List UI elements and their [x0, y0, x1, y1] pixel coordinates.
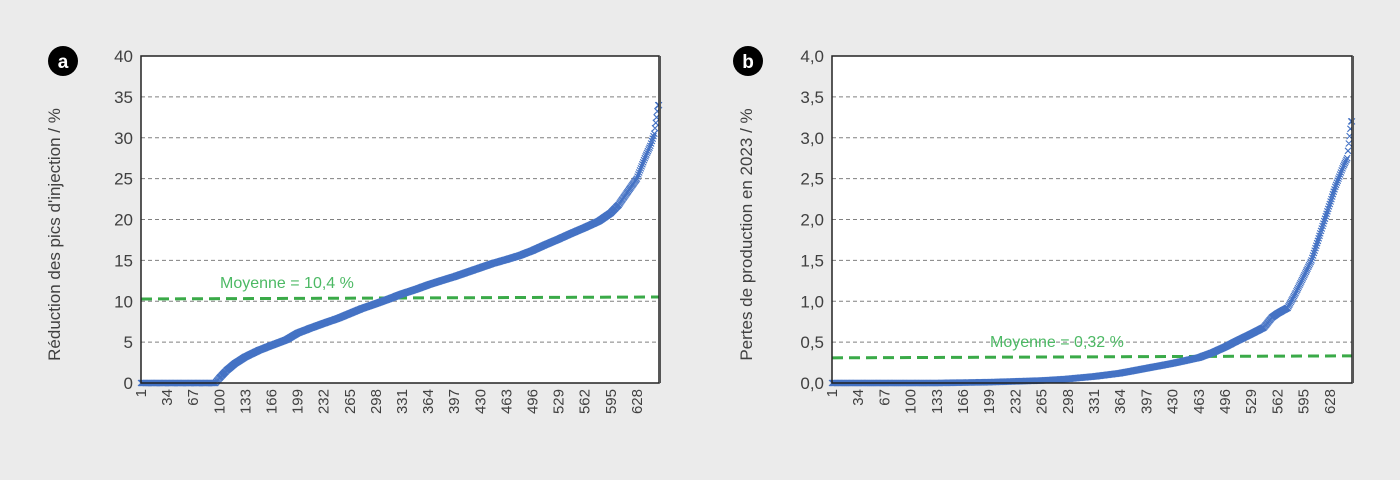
- chart-a: 0 5 10 15 20 25 30 35 40 1 34 67 100 133 166 199 232 265 2…: [45, 46, 663, 414]
- x-tick-label: 34: [159, 389, 176, 406]
- y-tick-label: 4,0: [800, 47, 824, 66]
- panel-badge: a: [48, 46, 78, 76]
- y-tick-label: 2,5: [800, 170, 824, 189]
- x-tick-label: 364: [1112, 389, 1129, 414]
- x-tick-label: 628: [1322, 389, 1339, 414]
- x-tick-label: 34: [850, 389, 867, 406]
- panel-b: 0,0 0,5 1,0 1,5 2,0 2,5 3,0 3,5 4,0 1 34 67 100 133 16…: [700, 0, 1400, 475]
- x-tick-label: 166: [955, 389, 972, 414]
- x-tick-label: 199: [981, 389, 998, 414]
- x-tick-label: 265: [342, 389, 359, 414]
- y-axis-ticks: 0 5 10 15 20 25 30 35 40: [114, 47, 133, 393]
- x-tick-label: 430: [1165, 389, 1182, 414]
- x-tick-label: 331: [394, 389, 411, 414]
- y-tick-label: 10: [114, 292, 133, 311]
- x-tick-label: 133: [929, 389, 946, 414]
- x-tick-label: 628: [629, 389, 646, 414]
- mean-label: Moyenne = 0,32 %: [990, 334, 1124, 351]
- y-tick-label: 5: [124, 333, 133, 352]
- x-tick-label: 133: [237, 389, 254, 414]
- x-axis-ticks: 1 34 67 100 133 166 199 232 265 298 331 364 397 430 46…: [824, 389, 1339, 414]
- x-tick-label: 463: [498, 389, 515, 414]
- x-tick-label: 397: [1138, 389, 1155, 414]
- x-tick-label: 364: [420, 389, 437, 414]
- y-tick-label: 0,0: [800, 374, 824, 393]
- y-tick-label: 3,0: [800, 129, 824, 148]
- x-tick-label: 1: [133, 389, 150, 397]
- x-tick-label: 265: [1034, 389, 1051, 414]
- y-tick-label: 3,5: [800, 88, 824, 107]
- y-tick-label: 0,5: [800, 333, 824, 352]
- y-tick-label: 1,0: [800, 292, 824, 311]
- panel-badge: b: [733, 46, 763, 76]
- panel-a: 0 5 10 15 20 25 30 35 40 1 34 67 100 133 166 199 232 265 2…: [0, 0, 700, 475]
- y-tick-label: 1,5: [800, 251, 824, 270]
- svg-text:b: b: [742, 52, 754, 73]
- y-tick-label: 30: [114, 129, 133, 148]
- y-tick-label: 0: [124, 374, 133, 393]
- x-axis-ticks: 1 34 67 100 133 166 199 232 265 298 331 364 397 430 46…: [133, 389, 646, 414]
- y-tick-label: 2,0: [800, 211, 824, 230]
- x-tick-label: 595: [1296, 389, 1313, 414]
- y-tick-label: 40: [114, 47, 133, 66]
- y-tick-label: 25: [114, 170, 133, 189]
- y-tick-label: 20: [114, 211, 133, 230]
- x-tick-label: 595: [603, 389, 620, 414]
- mean-line: [831, 354, 1353, 360]
- y-tick-label: 35: [114, 88, 133, 107]
- gridlines: [832, 96, 1352, 343]
- x-tick-label: 331: [1086, 389, 1103, 414]
- y-axis-label: Pertes de production en 2023 / %: [737, 108, 756, 360]
- x-tick-label: 100: [903, 389, 920, 414]
- x-tick-label: 67: [876, 389, 893, 406]
- y-tick-label: 15: [114, 251, 133, 270]
- x-tick-label: 496: [1217, 389, 1234, 414]
- x-tick-label: 529: [1243, 389, 1260, 414]
- x-tick-label: 463: [1191, 389, 1208, 414]
- chart-b: 0,0 0,5 1,0 1,5 2,0 2,5 3,0 3,5 4,0 1 34 67 100 133 16…: [733, 46, 1356, 414]
- x-tick-label: 562: [1269, 389, 1286, 414]
- x-tick-label: 496: [524, 389, 541, 414]
- y-axis-label: Réduction des pics d'injection / %: [45, 108, 64, 361]
- x-tick-label: 430: [472, 389, 489, 414]
- mean-label: Moyenne = 10,4 %: [220, 275, 354, 292]
- x-tick-label: 232: [316, 389, 333, 414]
- x-tick-label: 232: [1007, 389, 1024, 414]
- x-tick-label: 199: [290, 389, 307, 414]
- y-axis-ticks: 0,0 0,5 1,0 1,5 2,0 2,5 3,0 3,5 4,0: [800, 47, 824, 393]
- x-tick-label: 562: [577, 389, 594, 414]
- x-tick-label: 100: [211, 389, 228, 414]
- x-tick-label: 298: [1060, 389, 1077, 414]
- x-tick-label: 397: [446, 389, 463, 414]
- svg-text:a: a: [58, 52, 69, 73]
- gridlines: [141, 96, 659, 343]
- x-tick-label: 166: [263, 389, 280, 414]
- x-tick-label: 67: [185, 389, 202, 406]
- x-tick-label: 529: [551, 389, 568, 414]
- x-tick-label: 298: [368, 389, 385, 414]
- x-tick-label: 1: [824, 389, 841, 397]
